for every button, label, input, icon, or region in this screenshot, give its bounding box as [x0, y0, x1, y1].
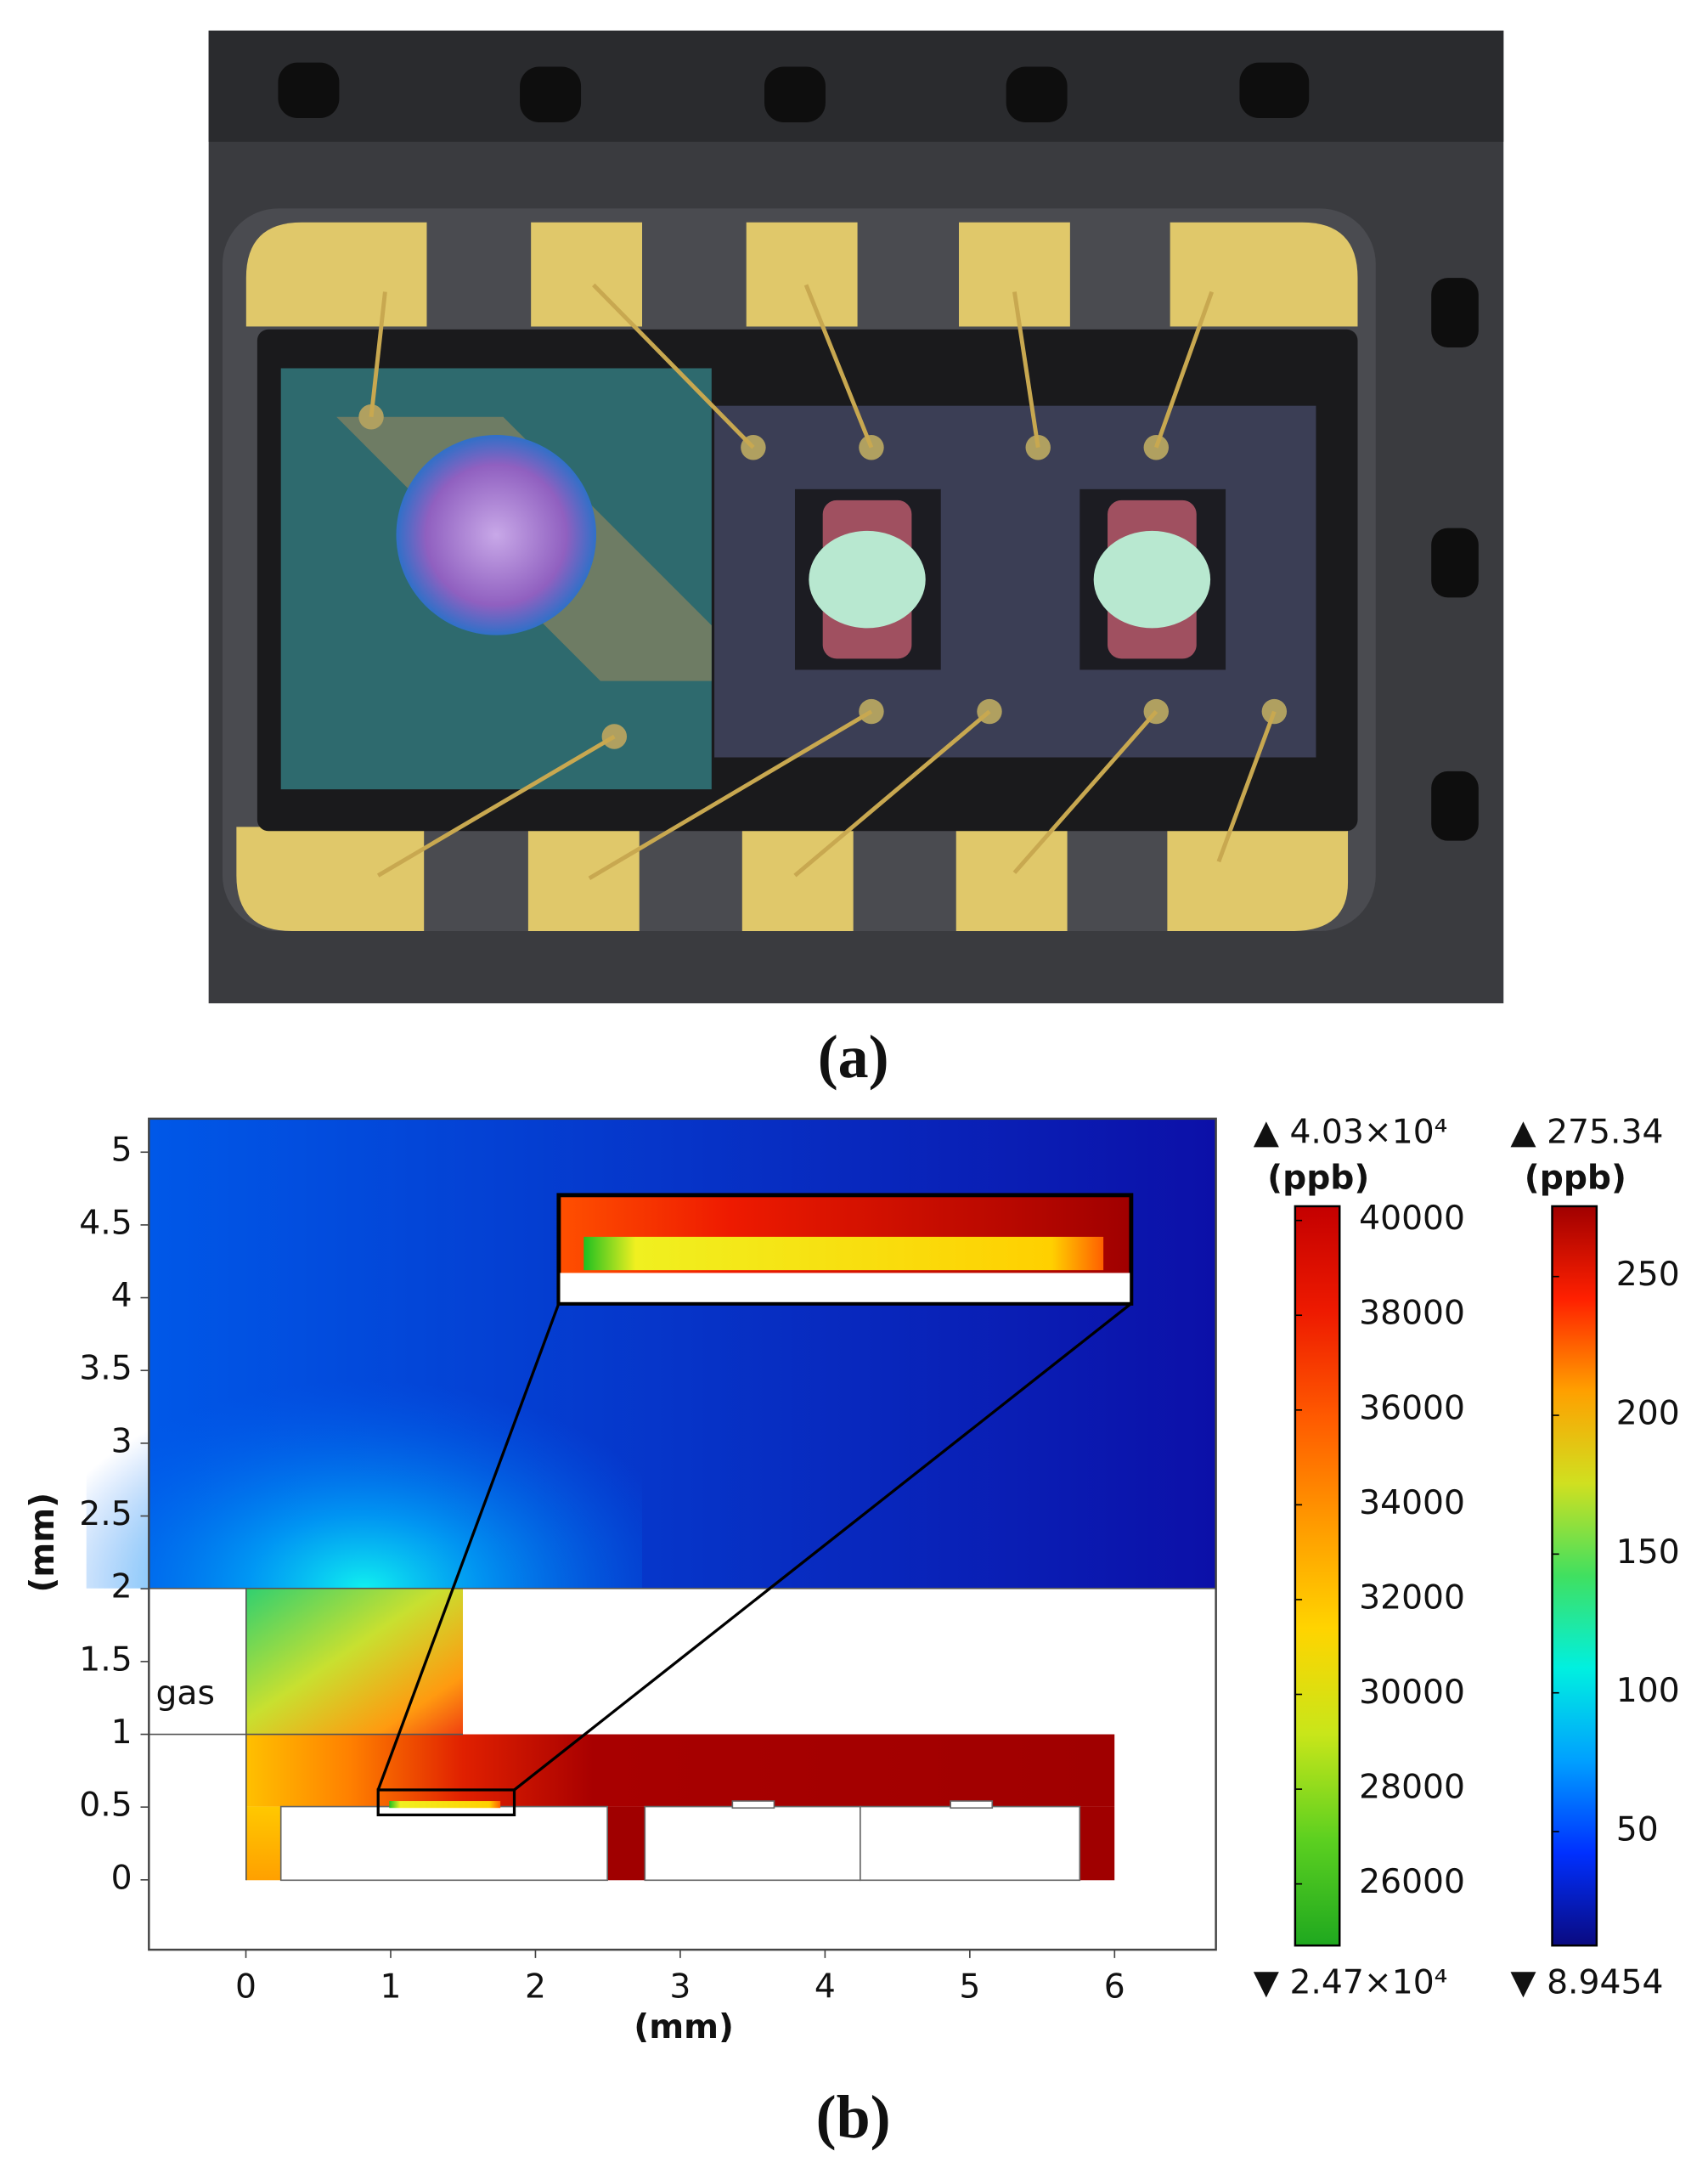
- colorbar-tick-label: 40000: [1359, 1200, 1465, 1238]
- x-tick-label: 1: [380, 1967, 401, 2006]
- colorbar-tick-label: 200: [1616, 1395, 1680, 1433]
- colorbar-unit: (ppb): [1525, 1159, 1626, 1197]
- colorbar-tick-label: 32000: [1359, 1578, 1465, 1617]
- y-tick-label: 1.5: [79, 1640, 132, 1679]
- colorbar-tick-label: 34000: [1359, 1484, 1465, 1522]
- x-tick-label: 4: [815, 1967, 836, 2006]
- y-tick-label: 5: [111, 1132, 132, 1170]
- x-tick-label: 6: [1104, 1967, 1125, 2006]
- colorbar-max-label: ▲ 4.03×10⁴: [1254, 1113, 1448, 1151]
- panel-label: (a): [818, 1023, 889, 1091]
- colorbar-tick-label: 38000: [1359, 1295, 1465, 1333]
- colorbar-tick-label: 100: [1616, 1672, 1680, 1710]
- y-tick-label: 4.5: [79, 1204, 132, 1242]
- colorbar-tick-label: 26000: [1359, 1863, 1465, 1901]
- colorbar-tick-label: 28000: [1359, 1769, 1465, 1807]
- y-tick-label: 2.5: [79, 1495, 132, 1533]
- panel-label: (b): [816, 2083, 891, 2151]
- y-tick-label: 0.5: [79, 1787, 132, 1825]
- colorbar-tick-label: 50: [1616, 1811, 1659, 1849]
- y-tick-label: 3.5: [79, 1350, 132, 1388]
- colorbar-unit: (ppb): [1267, 1159, 1369, 1197]
- colorbar-min-label: ▼ 2.47×10⁴: [1254, 1963, 1448, 2001]
- x-tick-label: 5: [959, 1967, 980, 2006]
- x-tick-label: 2: [525, 1967, 546, 2006]
- simulation-domain: [86, 1117, 1217, 1951]
- y-tick-label: 2: [111, 1568, 132, 1606]
- colorbar: [1551, 1205, 1598, 1947]
- y-tick-label: 1: [111, 1713, 132, 1752]
- x-tick-label: 0: [235, 1967, 256, 2006]
- y-tick-label: 3: [111, 1422, 132, 1460]
- x-tick-label: 3: [669, 1967, 691, 2006]
- colorbar-tick-label: 30000: [1359, 1674, 1465, 1712]
- x-axis-label: (mm): [634, 2008, 734, 2046]
- y-axis-label: (mm): [24, 1493, 62, 1593]
- annotation: gas: [155, 1674, 214, 1713]
- colorbar-tick-label: 250: [1616, 1256, 1680, 1294]
- colorbar-tick-label: 150: [1616, 1533, 1680, 1572]
- photo: [208, 30, 1504, 1004]
- colorbar-min-label: ▼ 8.9454: [1510, 1963, 1663, 2001]
- y-tick-label: 4: [111, 1277, 132, 1315]
- colorbar: [1294, 1205, 1341, 1947]
- y-tick-label: 0: [111, 1859, 132, 1897]
- colorbar-tick-label: 36000: [1359, 1389, 1465, 1427]
- colorbar-max-label: ▲ 275.34: [1510, 1113, 1663, 1151]
